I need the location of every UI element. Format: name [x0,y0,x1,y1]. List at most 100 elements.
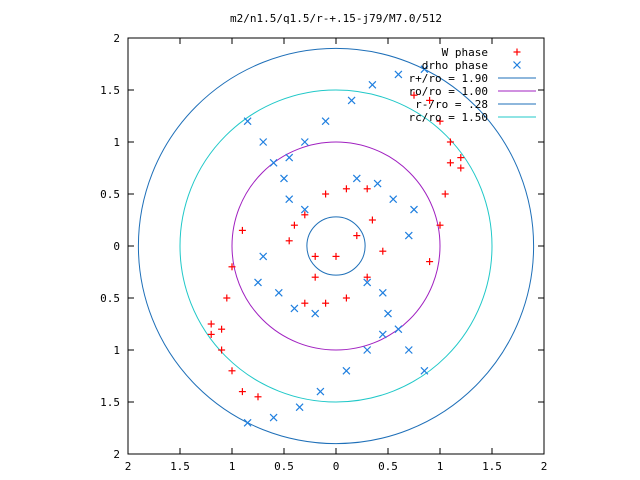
w-phase-point [410,91,418,99]
w-phase-point [363,273,371,281]
w-phase-point [301,211,309,219]
legend-label: rc/ro = 1.50 [409,111,488,124]
legend-marker [513,48,521,56]
drho-phase-point [394,325,403,334]
drho-phase-point [259,138,268,146]
drho-phase-point [347,96,356,105]
w-phase-point [446,138,454,146]
chart-title: m2/n1.5/q1.5/r-+.15-j79/M7.0/512 [230,12,442,25]
drho-phase-point [378,330,387,339]
x-tick-label: 2 [125,460,132,473]
drho-phase-point [373,179,382,188]
x-tick-label: 1.5 [482,460,502,473]
drho-phase-point [316,387,325,396]
y-tick-label: 1.5 [100,84,120,97]
w-phase-point [342,185,350,193]
w-phase-point [311,273,319,281]
x-tick-label: 1 [229,460,236,473]
markers-layer [207,65,465,427]
legend-label: ro/ro = 1.00 [409,85,488,98]
drho-phase-point [300,138,309,146]
w-phase-point [223,294,231,302]
w-phase-point [426,96,434,104]
drho-phase-point [290,304,299,313]
y-tick-label: 1.5 [100,396,120,409]
y-tick-label: 1 [113,136,120,149]
drho-phase-point [404,231,413,240]
w-phase-point [207,330,215,338]
w-phase-point [363,185,371,193]
w-phase-point [238,388,246,396]
drho-phase-point [420,65,429,74]
drho-phase-point [363,278,372,287]
w-phase-point [254,393,262,401]
legend-label: r-/ro = .28 [415,98,488,111]
drho-phase-point [295,403,304,412]
drho-phase-point [410,205,418,214]
y-tick-label: 0 [113,240,120,253]
drho-phase-point [363,346,372,354]
y-tick-label: 0.5 [100,292,120,305]
w-phase-point [311,252,319,260]
drho-phase-point [269,413,278,422]
drho-phase-point [243,418,252,427]
drho-phase-point [300,205,309,214]
axis-ticks: 2 1.5 1 0.5 0 0.5 1 1.5 221.510.500.511.52 [100,32,547,473]
legend-marker [513,61,521,69]
legend-label: W phase [442,46,488,59]
w-phase-point [228,263,236,271]
w-phase-point [441,190,449,198]
drho-phase-point [368,80,377,89]
x-tick-label: 2 [541,460,548,473]
drho-phase-point [384,309,392,318]
w-phase-point [332,252,340,260]
legend-label: r+/ro = 1.90 [409,72,488,85]
w-phase-point [436,117,444,125]
w-phase-point [426,258,434,266]
y-tick-label: 2 [113,32,120,45]
circle-series [231,141,441,351]
drho-phase-point [274,288,283,297]
w-phase-point [353,232,361,240]
legend-label: drho phase [422,59,488,72]
w-phase-point [342,294,350,302]
drho-phase-point [321,117,330,126]
drho-phase-point [259,252,268,261]
drho-phase-point [280,174,288,183]
drho-phase-point [404,346,413,354]
w-phase-point [238,226,246,234]
drho-phase-point [352,174,361,183]
drho-phase-point [254,278,262,287]
w-phase-point [457,154,465,162]
circles-layer [137,47,535,445]
w-phase-point [379,247,387,255]
y-tick-label: 0.5 [100,188,120,201]
drho-phase-point [389,195,398,204]
drho-phase-point [378,288,387,297]
drho-phase-point [243,117,252,126]
drho-phase-point [342,366,351,375]
x-tick-label: 0 [333,460,340,473]
w-phase-point [207,320,215,328]
circle-series [306,216,366,276]
w-phase-point [457,164,465,172]
w-phase-point [436,221,444,229]
w-phase-point [301,299,309,307]
w-phase-point [446,159,454,167]
w-phase-point [228,367,236,375]
drho-phase-point [285,153,294,162]
w-phase-point [322,190,330,198]
w-phase-point [322,299,330,307]
circle-series [179,89,493,403]
x-tick-label: 1 [437,460,444,473]
drho-phase-point [269,158,278,167]
drho-phase-point [285,195,294,204]
x-tick-label: 0.5 [378,460,398,473]
w-phase-point [218,325,226,333]
w-phase-point [218,346,226,354]
y-tick-label: 2 [113,448,120,461]
w-phase-point [285,237,293,245]
w-phase-point [290,221,298,229]
